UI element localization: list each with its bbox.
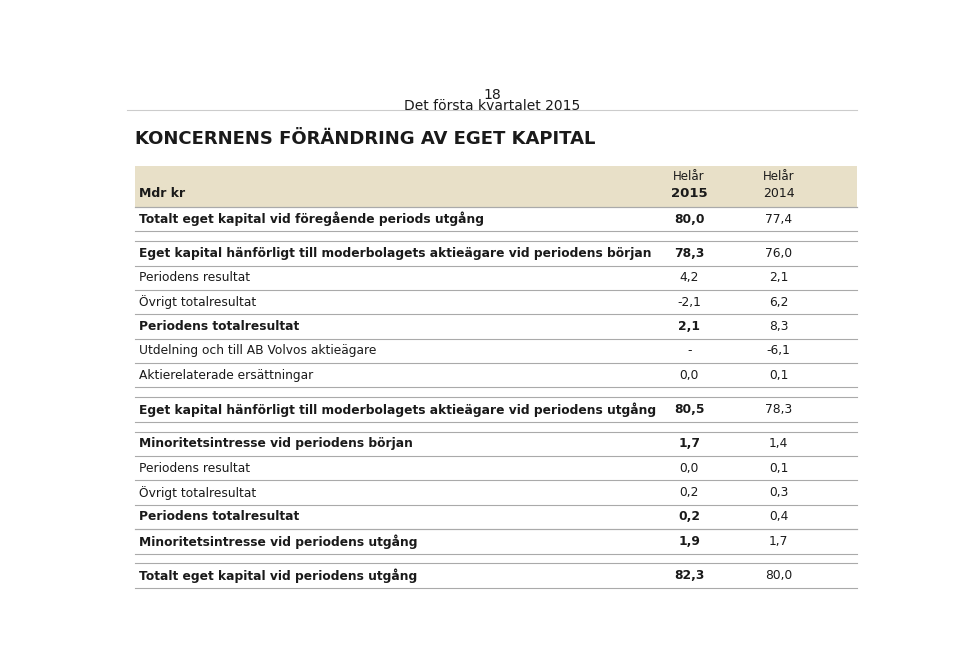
Text: 80,0: 80,0: [765, 569, 792, 582]
Text: 6,2: 6,2: [769, 296, 788, 309]
Text: Helår: Helår: [762, 170, 794, 183]
Text: Periodens totalresultat: Periodens totalresultat: [138, 320, 299, 333]
Text: 0,2: 0,2: [680, 486, 699, 499]
Text: -6,1: -6,1: [766, 344, 790, 357]
Text: Helår: Helår: [673, 170, 705, 183]
Text: -2,1: -2,1: [677, 296, 701, 309]
Text: 0,3: 0,3: [769, 486, 788, 499]
Text: 0,0: 0,0: [680, 462, 699, 475]
Text: Totalt eget kapital vid föregående periods utgång: Totalt eget kapital vid föregående perio…: [138, 212, 484, 226]
Text: Eget kapital hänförligt till moderbolagets aktieägare vid periodens utgång: Eget kapital hänförligt till moderbolage…: [138, 402, 656, 417]
Text: 1,7: 1,7: [678, 437, 700, 450]
Text: 1,4: 1,4: [769, 437, 788, 450]
Text: Periodens resultat: Periodens resultat: [138, 462, 250, 475]
Text: 0,2: 0,2: [678, 510, 700, 523]
Text: 0,0: 0,0: [680, 369, 699, 382]
Text: Övrigt totalresultat: Övrigt totalresultat: [138, 486, 256, 499]
Text: Minoritetsintresse vid periodens utgång: Minoritetsintresse vid periodens utgång: [138, 534, 417, 548]
Text: 2014: 2014: [762, 187, 794, 200]
Text: 0,1: 0,1: [769, 462, 788, 475]
Text: KONCERNENS FÖRÄNDRING AV EGET KAPITAL: KONCERNENS FÖRÄNDRING AV EGET KAPITAL: [134, 130, 595, 148]
Text: Övrigt totalresultat: Övrigt totalresultat: [138, 295, 256, 309]
Text: 1,7: 1,7: [769, 535, 788, 548]
Text: 8,3: 8,3: [769, 320, 788, 333]
Text: Periodens resultat: Periodens resultat: [138, 271, 250, 284]
Text: Periodens totalresultat: Periodens totalresultat: [138, 510, 299, 523]
Text: 18: 18: [483, 89, 501, 103]
Text: 78,3: 78,3: [674, 247, 705, 260]
Text: -: -: [687, 344, 691, 357]
Text: Utdelning och till AB Volvos aktieägare: Utdelning och till AB Volvos aktieägare: [138, 344, 376, 357]
Text: 1,9: 1,9: [678, 535, 700, 548]
Text: 76,0: 76,0: [765, 247, 792, 260]
Text: 82,3: 82,3: [674, 569, 705, 582]
Text: 4,2: 4,2: [680, 271, 699, 284]
Bar: [134, 166, 856, 207]
Text: 80,5: 80,5: [674, 403, 705, 416]
Text: 78,3: 78,3: [765, 403, 792, 416]
Text: 0,1: 0,1: [769, 369, 788, 382]
Text: 2,1: 2,1: [678, 320, 700, 333]
Text: Aktierelaterade ersättningar: Aktierelaterade ersättningar: [138, 369, 313, 382]
Text: 0,4: 0,4: [769, 510, 788, 523]
Text: Minoritetsintresse vid periodens början: Minoritetsintresse vid periodens början: [138, 437, 413, 450]
Text: 2,1: 2,1: [769, 271, 788, 284]
Text: 2015: 2015: [671, 187, 708, 200]
Text: Det första kvartalet 2015: Det första kvartalet 2015: [404, 99, 580, 113]
Text: 77,4: 77,4: [765, 213, 792, 225]
Text: Eget kapital hänförligt till moderbolagets aktieägare vid periodens början: Eget kapital hänförligt till moderbolage…: [138, 247, 651, 260]
Text: Totalt eget kapital vid periodens utgång: Totalt eget kapital vid periodens utgång: [138, 568, 417, 583]
Text: Mdr kr: Mdr kr: [138, 187, 184, 200]
Text: 80,0: 80,0: [674, 213, 705, 225]
